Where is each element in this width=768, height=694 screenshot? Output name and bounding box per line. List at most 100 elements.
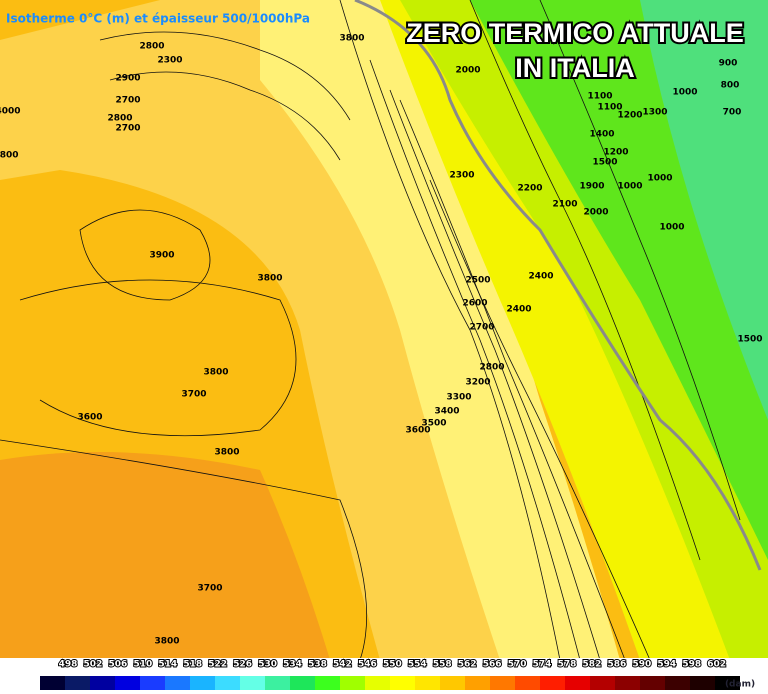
legend-swatch [415, 676, 440, 690]
contour-label: 800 [721, 81, 740, 91]
legend-label: 578 [558, 660, 577, 670]
contour-label: 2500 [465, 276, 490, 286]
contour-label: 2800 [139, 42, 164, 52]
legend-swatch [515, 676, 540, 690]
legend-label: 594 [657, 660, 676, 670]
legend-swatch [565, 676, 590, 690]
contour-label: 3800 [0, 151, 19, 161]
contour-label: 2900 [115, 74, 140, 84]
legend-swatch [690, 676, 715, 690]
legend-swatch [640, 676, 665, 690]
teal-field [640, 0, 768, 420]
legend-swatch [365, 676, 390, 690]
legend-swatch [590, 676, 615, 690]
contour-label: 1000 [659, 223, 684, 233]
legend-label: 538 [308, 660, 327, 670]
legend-label: 534 [283, 660, 302, 670]
contour-label: 1300 [642, 108, 667, 118]
legend-swatch [715, 676, 740, 690]
warm-field [0, 452, 330, 660]
legend-label: 522 [208, 660, 227, 670]
legend-label: 602 [707, 660, 726, 670]
contour-label: 1000 [647, 174, 672, 184]
contour-label: 2400 [528, 272, 553, 282]
legend-label: 518 [183, 660, 202, 670]
contour-label: 2700 [115, 124, 140, 134]
contour-label: 3400 [434, 407, 459, 417]
contour-label: 3800 [257, 274, 282, 284]
contour-label: 2800 [479, 363, 504, 373]
contour-label: 2300 [449, 171, 474, 181]
contour-label: 3500 [421, 419, 446, 429]
legend-label: 582 [583, 660, 602, 670]
contour-label: 1500 [592, 158, 617, 168]
legend-label: 570 [508, 660, 527, 670]
contour-label: 1100 [587, 92, 612, 102]
contour-label: 2700 [469, 323, 494, 333]
legend-label: 550 [383, 660, 402, 670]
legend-swatch [290, 676, 315, 690]
legend-swatch [115, 676, 140, 690]
overlay-subtitle: IN ITALIA [515, 53, 634, 83]
legend-label: 498 [59, 660, 78, 670]
pale-field [260, 0, 620, 660]
legend-label: 566 [483, 660, 502, 670]
legend-swatch [190, 676, 215, 690]
legend-swatch [240, 676, 265, 690]
legend-label: 506 [109, 660, 128, 670]
contour-label: 2100 [552, 200, 577, 210]
contour-label: 3600 [405, 426, 430, 436]
legend-swatch [90, 676, 115, 690]
contour-label: 900 [719, 59, 738, 69]
legend-swatch [540, 676, 565, 690]
contour-label: 2800 [107, 114, 132, 124]
contour-label: 3700 [197, 584, 222, 594]
contour-label: 1100 [597, 103, 622, 113]
legend-swatch [490, 676, 515, 690]
contour-label: 3800 [203, 368, 228, 378]
legend-label: 586 [608, 660, 627, 670]
legend-label: 510 [133, 660, 152, 670]
contour-label: 1200 [617, 111, 642, 121]
legend-label: 502 [84, 660, 103, 670]
contour-label: 3800 [214, 448, 239, 458]
legend-label: 546 [358, 660, 377, 670]
map-title: Isotherme 0°C (m) et épaisseur 500/1000h… [6, 12, 310, 26]
legend-swatch [440, 676, 465, 690]
contour-label: 2300 [157, 56, 182, 66]
legend-swatch [65, 676, 90, 690]
domain-boundary [354, 0, 762, 571]
contour-label: 2400 [506, 305, 531, 315]
legend-label: 590 [632, 660, 651, 670]
contour-label: 700 [723, 108, 742, 118]
legend-swatch [615, 676, 640, 690]
legend-label: 558 [433, 660, 452, 670]
contour-label: 3800 [154, 637, 179, 647]
contour-label: 3800 [339, 34, 364, 44]
legend-swatch [215, 676, 240, 690]
legend-swatch [465, 676, 490, 690]
contour-label: 2000 [455, 66, 480, 76]
legend-swatch [165, 676, 190, 690]
isolines [0, 0, 741, 661]
contour-label: 3900 [149, 251, 174, 261]
contour-label: 3200 [465, 378, 490, 388]
overlay-title: ZERO TERMICO ATTUALE [406, 18, 743, 48]
legend-label: 514 [158, 660, 177, 670]
contour-label: 3700 [181, 390, 206, 400]
contour-label: 3300 [446, 393, 471, 403]
contour-label: 4000 [0, 107, 21, 117]
legend-label: 542 [333, 660, 352, 670]
contour-label: 3600 [77, 413, 102, 423]
legend-label: 530 [258, 660, 277, 670]
legend-label: 562 [458, 660, 477, 670]
legend-label: 526 [233, 660, 252, 670]
legend-swatch [340, 676, 365, 690]
contour-label: 1900 [579, 182, 604, 192]
contour-label: 2000 [583, 208, 608, 218]
contour-label: 1400 [589, 130, 614, 140]
legend-unit: (dam) [725, 680, 755, 690]
contour-label: 1200 [603, 148, 628, 158]
contour-label: 1000 [617, 182, 642, 192]
